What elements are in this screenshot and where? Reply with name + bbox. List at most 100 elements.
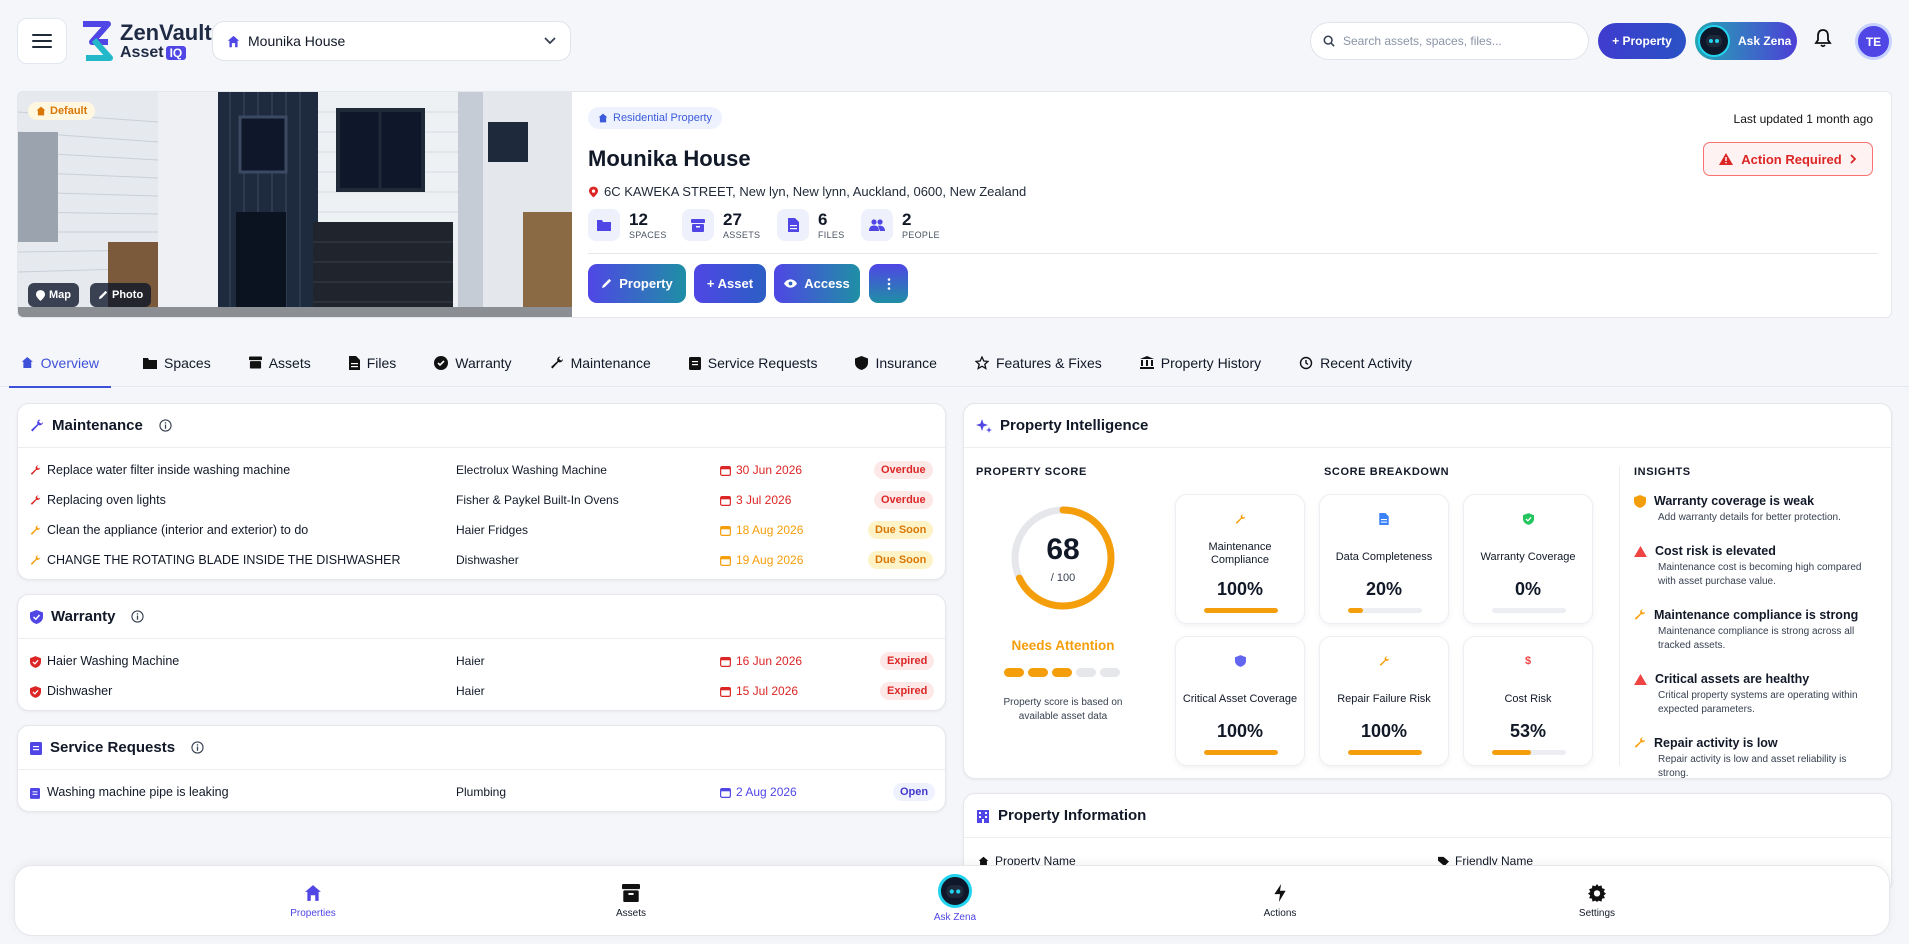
stat-files[interactable]: 6 FILES: [777, 209, 845, 241]
maintenance-row[interactable]: Replacing oven lights Fisher & Paykel Bu…: [18, 486, 945, 516]
maintenance-asset: Haier Fridges: [456, 523, 529, 537]
access-button[interactable]: Access: [774, 264, 860, 303]
nav-properties[interactable]: Properties: [273, 884, 353, 919]
tab-insurance-label: Insurance: [875, 354, 937, 371]
service-request-row[interactable]: Washing machine pipe is leaking Plumbing…: [18, 778, 945, 808]
maintenance-row[interactable]: Clean the appliance (interior and exteri…: [18, 516, 945, 546]
tab-spaces[interactable]: Spaces: [131, 338, 223, 387]
wrench-icon: [30, 525, 41, 535]
shield-icon: [1634, 494, 1646, 508]
insight-title: Warranty coverage is weak: [1654, 494, 1815, 508]
property-photo[interactable]: [18, 92, 572, 318]
intelligence-header: Property Intelligence: [964, 404, 1891, 448]
folder-icon: [143, 357, 157, 369]
tab-maintenance[interactable]: Maintenance: [538, 338, 663, 387]
calendar-icon: [720, 656, 731, 667]
file-icon: [348, 355, 360, 370]
home-icon: [305, 885, 321, 901]
tab-property-history[interactable]: Property History: [1128, 338, 1273, 387]
edit-property-button[interactable]: Property: [588, 264, 686, 303]
menu-button[interactable]: [17, 18, 67, 64]
archive-icon: [691, 218, 705, 232]
maintenance-task: CHANGE THE ROTATING BLADE INSIDE THE DIS…: [47, 553, 401, 567]
tab-features-fixes[interactable]: Features & Fixes: [963, 338, 1114, 387]
clipboard-icon: [30, 788, 40, 799]
insight-desc: Maintenance compliance is strong across …: [1658, 626, 1855, 651]
stat-files-label: FILES: [818, 229, 845, 240]
metric-maintenance-compliance[interactable]: Maintenance Compliance 100%: [1175, 494, 1305, 624]
nav-settings-label: Settings: [1578, 908, 1616, 919]
insight-desc: Maintenance cost is becoming high compar…: [1658, 562, 1862, 587]
ask-zena-button[interactable]: Ask Zena: [1695, 22, 1797, 60]
property-type-pill: Residential Property: [588, 107, 723, 129]
maintenance-date: 3 Jul 2026: [720, 493, 791, 507]
tab-service-requests[interactable]: Service Requests: [677, 338, 830, 387]
status-badge: Expired: [880, 682, 935, 700]
logo[interactable]: ZenVault Asset IQ: [80, 20, 212, 62]
tag-icon: [1438, 856, 1449, 866]
nav-settings[interactable]: Settings: [1557, 884, 1637, 919]
maintenance-date-text: 18 Aug 2026: [736, 523, 804, 537]
map-button[interactable]: Map: [28, 283, 79, 307]
bell-icon[interactable]: [1814, 28, 1832, 48]
search-input[interactable]: Search assets, spaces, files...: [1343, 34, 1502, 48]
wrench-icon: [30, 555, 41, 565]
tab-assets[interactable]: Assets: [237, 338, 323, 387]
user-avatar[interactable]: TE: [1855, 23, 1892, 60]
maintenance-row[interactable]: Replace water filter inside washing mach…: [18, 456, 945, 486]
tab-warranty[interactable]: Warranty: [422, 338, 523, 387]
tab-insurance[interactable]: Insurance: [843, 338, 948, 387]
metric-bar-fill: [1492, 750, 1532, 755]
warranty-row[interactable]: Dishwasher Haier 15 Jul 2026 Expired: [18, 677, 945, 707]
calendar-icon: [720, 787, 731, 798]
warning-icon: [1634, 545, 1647, 557]
add-property-button[interactable]: + Property: [1598, 23, 1686, 59]
stat-assets[interactable]: 27 ASSETS: [682, 209, 760, 241]
more-options-button[interactable]: [869, 264, 908, 303]
add-asset-button[interactable]: + Asset: [694, 264, 766, 303]
metric-critical-asset-coverage[interactable]: Critical Asset Coverage 100%: [1175, 636, 1305, 766]
metric-repair-failure-risk[interactable]: Repair Failure Risk 100%: [1319, 636, 1449, 766]
nav-ask-zena[interactable]: Ask Zena: [915, 874, 995, 923]
stat-people-label: PEOPLE: [902, 229, 940, 240]
search-box[interactable]: Search assets, spaces, files...: [1310, 22, 1589, 60]
action-required-label: Action Required: [1741, 151, 1842, 167]
nav-actions[interactable]: Actions: [1240, 884, 1320, 919]
action-required-button[interactable]: Action Required: [1703, 142, 1873, 176]
field-friendly-name-label: Friendly Name: [1455, 854, 1534, 868]
info-icon[interactable]: [191, 741, 204, 754]
tab-overview[interactable]: Overview: [9, 338, 111, 388]
stat-people[interactable]: 2 PEOPLE: [861, 209, 940, 241]
nav-assets[interactable]: Assets: [591, 884, 671, 919]
property-selector[interactable]: Mounika House: [212, 21, 571, 61]
field-property-name: Property Name: [978, 854, 1076, 868]
score-dot: [1028, 668, 1048, 677]
wrench-icon: [1235, 514, 1245, 524]
metric-value: 100%: [1216, 721, 1264, 741]
maintenance-asset: Dishwasher: [456, 553, 519, 567]
insights-divider: [1619, 466, 1620, 766]
shield-check-icon: [30, 609, 43, 624]
stat-spaces[interactable]: 12 SPACES: [588, 209, 667, 241]
score-breakdown-label: SCORE BREAKDOWN: [1324, 466, 1450, 478]
insights-label: INSIGHTS: [1634, 466, 1691, 478]
warranty-item: Haier Washing Machine: [47, 654, 180, 668]
maintenance-date-text: 19 Aug 2026: [736, 553, 804, 567]
maintenance-task: Replace water filter inside washing mach…: [47, 463, 291, 477]
tab-files[interactable]: Files: [337, 338, 409, 387]
photo-button[interactable]: Photo: [90, 283, 152, 307]
edit-property-label: Property: [619, 276, 673, 291]
insight-desc: Critical property systems are operating …: [1658, 690, 1858, 715]
maintenance-row[interactable]: CHANGE THE ROTATING BLADE INSIDE THE DIS…: [18, 546, 945, 576]
tab-recent-activity[interactable]: Recent Activity: [1287, 338, 1424, 387]
eye-icon: [784, 279, 798, 288]
metric-warranty-coverage[interactable]: Warranty Coverage 0%: [1463, 494, 1593, 624]
metric-bar-fill: [1204, 750, 1278, 755]
zena-robot-icon: [1698, 25, 1730, 57]
maintenance-title: Maintenance: [52, 417, 143, 434]
warranty-row[interactable]: Haier Washing Machine Haier 16 Jun 2026 …: [18, 647, 945, 677]
info-icon[interactable]: [159, 419, 172, 432]
metric-cost-risk[interactable]: $ Cost Risk 53%: [1463, 636, 1593, 766]
info-icon[interactable]: [131, 610, 145, 623]
metric-data-completeness[interactable]: Data Completeness 20%: [1319, 494, 1449, 624]
